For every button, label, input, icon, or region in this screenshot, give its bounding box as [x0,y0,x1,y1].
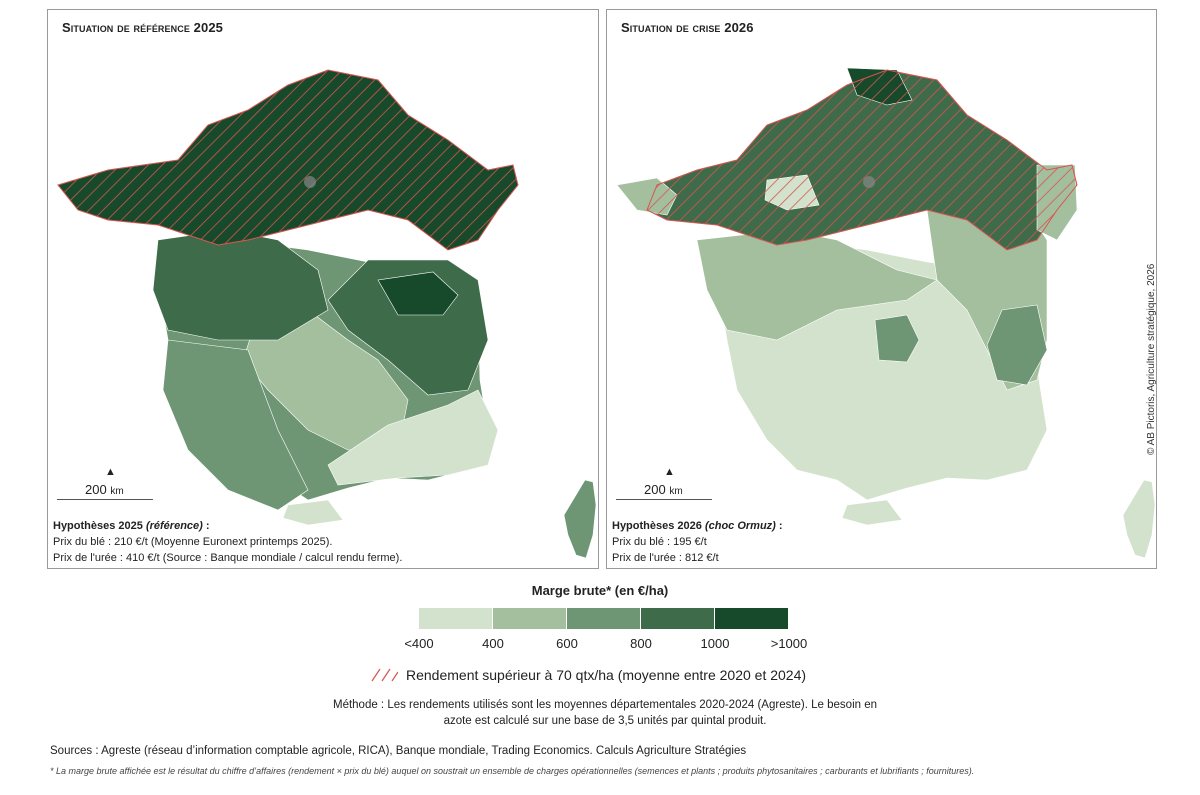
legend-swatch-2 [567,608,640,629]
region-aquitaine [162,339,309,511]
legend-title: Marge brute* (en €/ha) [531,583,669,598]
region-alps [986,304,1048,386]
legend-swatch-4 [715,608,788,629]
map-title-crisis: Situation de crise 2026 [621,20,754,35]
legend-swatch-1 [493,608,566,629]
north-arrow-icon: ▲ [105,466,116,478]
legend-tick-label: 600 [556,636,578,651]
hatch-swatch-icon [371,668,398,682]
hatch-legend-label: Rendement supérieur à 70 qtx/ha (moyenne… [406,667,807,683]
legend-tick-label: >1000 [770,636,808,651]
map-title-reference: Situation de référence 2025 [62,20,223,35]
paris-marker [863,176,875,188]
france-map-reference [57,69,597,559]
hatch-legend: Rendement supérieur à 70 qtx/ha (moyenne… [368,667,806,683]
legend-tick-label: <400 [404,636,434,651]
footnote: * La marge brute affichée est le résulta… [50,766,975,776]
scale-bar: ▲ 200 km [616,466,726,506]
methode-note: Méthode : Les rendements utilisés sont l… [332,699,878,727]
legend-tick-label: 800 [630,636,652,651]
corsica [1122,479,1156,559]
region-southeast [327,389,499,486]
region-west [152,229,329,341]
hypotheses-reference: Hypothèses 2025 (référence) : Prix du bl… [53,520,403,564]
region-limousin [874,314,920,363]
region-roussillon [282,499,344,526]
map-panel-reference: Situation de référence 2025 ▲ 200 km Hyp… [47,9,599,569]
hatch-north [646,69,1078,251]
legend-color-scale [419,608,789,629]
hypotheses-crisis: Hypothèses 2026 (choc Ormuz) : Prix du b… [612,520,783,564]
region-corsica-bg [841,499,903,526]
scale-bar: ▲ 200 km [57,466,167,506]
hatch-north [57,69,519,251]
region-burgundy [377,271,459,316]
legend-tick-label: 1000 [700,636,730,651]
legend-swatch-0 [419,608,492,629]
paris-marker [304,176,316,188]
north-arrow-icon: ▲ [664,466,675,478]
france-map-crisis [616,67,1156,559]
legend-tick-label: 400 [482,636,504,651]
sources-note: Sources : Agreste (réseau d’information … [50,745,747,757]
legend-swatch-3 [641,608,714,629]
copyright-text: © AB Pictoris, Agriculture stratégique, … [1146,263,1157,455]
map-panel-crisis: Situation de crise 2026 ▲ 200 km Hypothè… [606,9,1157,569]
corsica [563,479,597,559]
